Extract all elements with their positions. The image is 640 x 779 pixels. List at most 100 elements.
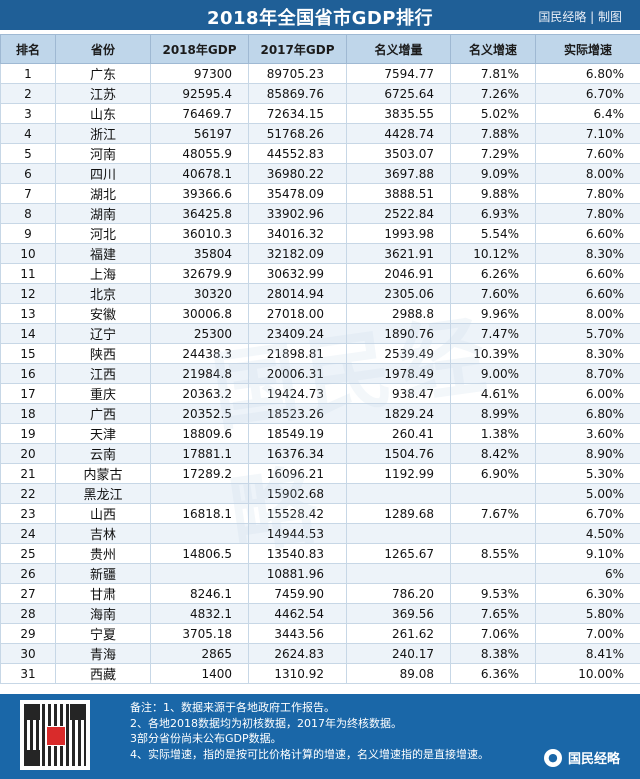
- table-row: 25 贵州 14806.5 13540.83 1265.67 8.55% 9.10%: [0, 543, 640, 564]
- nominal-growth-cell: 7.29%: [450, 143, 536, 164]
- real-growth-cell: 8.41%: [535, 643, 640, 664]
- nominal-growth-cell: 10.39%: [450, 343, 536, 364]
- table-row: 27 甘肃 8246.1 7459.90 786.20 9.53% 6.30%: [0, 583, 640, 604]
- province-cell: 青海: [55, 643, 151, 664]
- rank-cell: 2: [0, 83, 56, 104]
- table-row: 8 湖南 36425.8 33902.96 2522.84 6.93% 7.80%: [0, 203, 640, 224]
- province-cell: 新疆: [55, 563, 151, 584]
- table-row: 5 河南 48055.9 44552.83 3503.07 7.29% 7.60%: [0, 143, 640, 164]
- nominal-increase-cell: 240.17: [346, 643, 451, 664]
- gdp-2017-cell: 28014.94: [248, 283, 347, 304]
- real-growth-cell: 8.00%: [535, 303, 640, 324]
- gdp-2018-cell: [150, 523, 249, 544]
- real-growth-cell: 6.70%: [535, 83, 640, 104]
- gdp-2018-cell: 24438.3: [150, 343, 249, 364]
- nominal-increase-cell: 4428.74: [346, 123, 451, 144]
- nominal-increase-cell: 3835.55: [346, 103, 451, 124]
- gdp-2018-cell: 16818.1: [150, 503, 249, 524]
- rank-cell: 25: [0, 543, 56, 564]
- province-cell: 江西: [55, 363, 151, 384]
- table-row: 16 江西 21984.8 20006.31 1978.49 9.00% 8.70%: [0, 363, 640, 384]
- footnote-line: 2、各地2018数据均为初核数据，2017年为终核数据。: [130, 716, 402, 730]
- province-cell: 山东: [55, 103, 151, 124]
- province-cell: 宁夏: [55, 623, 151, 644]
- table-row: 7 湖北 39366.6 35478.09 3888.51 9.88% 7.80%: [0, 183, 640, 204]
- nominal-growth-cell: 1.38%: [450, 423, 536, 444]
- nominal-growth-cell: 7.67%: [450, 503, 536, 524]
- nominal-growth-cell: [450, 563, 536, 584]
- nominal-growth-cell: 7.26%: [450, 83, 536, 104]
- real-growth-cell: 5.30%: [535, 463, 640, 484]
- column-header: 2017年GDP: [248, 34, 347, 64]
- rank-cell: 13: [0, 303, 56, 324]
- province-cell: 江苏: [55, 83, 151, 104]
- province-cell: 内蒙古: [55, 463, 151, 484]
- table-row: 14 辽宁 25300 23409.24 1890.76 7.47% 5.70%: [0, 323, 640, 344]
- rank-cell: 31: [0, 663, 56, 684]
- gdp-2017-cell: 33902.96: [248, 203, 347, 224]
- footnote-line: 3部分省份尚未公布GDP数据。: [130, 732, 282, 745]
- province-cell: 重庆: [55, 383, 151, 404]
- gdp-2018-cell: 36425.8: [150, 203, 249, 224]
- nominal-increase-cell: 1978.49: [346, 363, 451, 384]
- nominal-growth-cell: 4.61%: [450, 383, 536, 404]
- footnote-line: 备注：1、数据来源于各地政府工作报告。: [130, 701, 335, 714]
- nominal-increase-cell: 1829.24: [346, 403, 451, 424]
- province-cell: 北京: [55, 283, 151, 304]
- column-header: 实际增速: [535, 34, 640, 64]
- province-cell: 山西: [55, 503, 151, 524]
- brand-logo-text: 国民经略: [567, 752, 620, 767]
- nominal-increase-cell: 6725.64: [346, 83, 451, 104]
- province-cell: 吉林: [55, 523, 151, 544]
- real-growth-cell: 4.50%: [535, 523, 640, 544]
- province-cell: 海南: [55, 603, 151, 624]
- nominal-growth-cell: 7.88%: [450, 123, 536, 144]
- real-growth-cell: 9.10%: [535, 543, 640, 564]
- province-cell: 贵州: [55, 543, 151, 564]
- gdp-2017-cell: 20006.31: [248, 363, 347, 384]
- nominal-growth-cell: 9.96%: [450, 303, 536, 324]
- table-row: 17 重庆 20363.2 19424.73 938.47 4.61% 6.00%: [0, 383, 640, 404]
- province-cell: 四川: [55, 163, 151, 184]
- rank-cell: 17: [0, 383, 56, 404]
- title-bar: 2018年全国省市GDP排行 国民经略 | 制图: [0, 0, 640, 30]
- real-growth-cell: 5.70%: [535, 323, 640, 344]
- gdp-2018-cell: 97300: [150, 63, 249, 84]
- rank-cell: 27: [0, 583, 56, 604]
- nominal-growth-cell: [450, 523, 536, 544]
- rank-cell: 19: [0, 423, 56, 444]
- real-growth-cell: 6.70%: [535, 503, 640, 524]
- nominal-increase-cell: 1192.99: [346, 463, 451, 484]
- rank-cell: 16: [0, 363, 56, 384]
- gdp-2018-cell: 32679.9: [150, 263, 249, 284]
- rank-cell: 1: [0, 63, 56, 84]
- nominal-growth-cell: 9.09%: [450, 163, 536, 184]
- gdp-2017-cell: 35478.09: [248, 183, 347, 204]
- nominal-increase-cell: 2988.8: [346, 303, 451, 324]
- real-growth-cell: 6.80%: [535, 63, 640, 84]
- rank-cell: 14: [0, 323, 56, 344]
- province-cell: 安徽: [55, 303, 151, 324]
- table-row: 9 河北 36010.3 34016.32 1993.98 5.54% 6.60%: [0, 223, 640, 244]
- nominal-increase-cell: [346, 563, 451, 584]
- nominal-increase-cell: 2539.49: [346, 343, 451, 364]
- nominal-increase-cell: 89.08: [346, 663, 451, 684]
- real-growth-cell: 5.80%: [535, 603, 640, 624]
- nominal-growth-cell: 7.65%: [450, 603, 536, 624]
- nominal-growth-cell: 6.93%: [450, 203, 536, 224]
- gdp-2017-cell: 32182.09: [248, 243, 347, 264]
- rank-cell: 3: [0, 103, 56, 124]
- gdp-2018-cell: 8246.1: [150, 583, 249, 604]
- province-cell: 甘肃: [55, 583, 151, 604]
- gdp-2017-cell: 72634.15: [248, 103, 347, 124]
- gdp-2017-cell: 89705.23: [248, 63, 347, 84]
- gdp-2017-cell: 1310.92: [248, 663, 347, 684]
- rank-cell: 29: [0, 623, 56, 644]
- nominal-increase-cell: 3697.88: [346, 163, 451, 184]
- table-row: 4 浙江 56197 51768.26 4428.74 7.88% 7.10%: [0, 123, 640, 144]
- gdp-2017-cell: 27018.00: [248, 303, 347, 324]
- gdp-2018-cell: 76469.7: [150, 103, 249, 124]
- footnote-line: 4、实际增速，指的是按可比价格计算的增速，名义增速指的是直接增速。: [130, 747, 489, 761]
- province-cell: 广东: [55, 63, 151, 84]
- brand-logo: ● 国民经略: [543, 748, 620, 767]
